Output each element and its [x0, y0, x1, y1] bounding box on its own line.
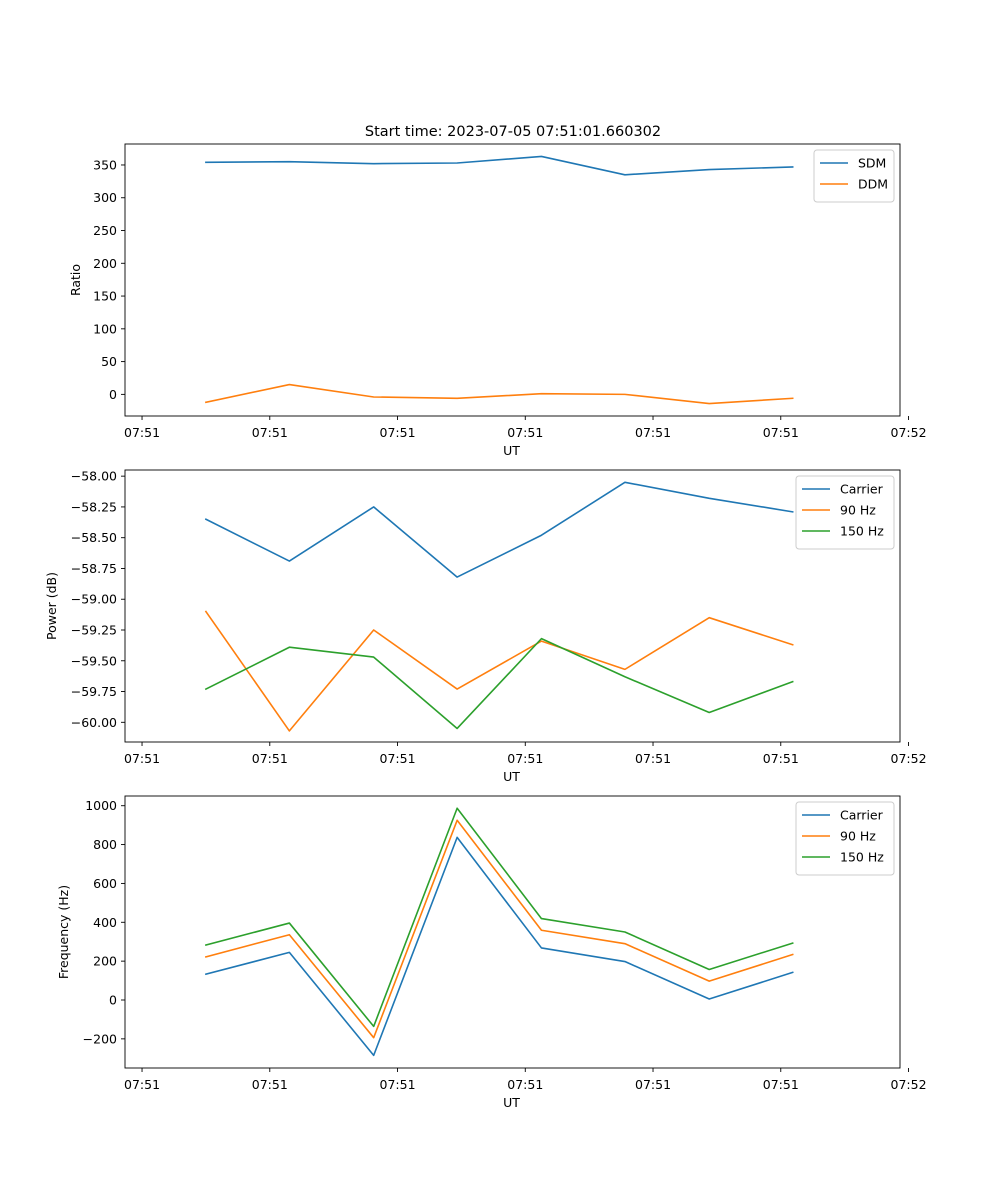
y-tick-label: 200	[93, 954, 117, 969]
y-tick-label: 800	[93, 837, 117, 852]
chart-panel-1: 07:51 07:51 07:51 07:51 07:51 07:51 07:52 0 50 10…	[68, 143, 927, 458]
y-tick-label: 200	[93, 256, 117, 271]
y-tick-label: −58.00	[71, 469, 117, 484]
x-tick-label: 07:51	[124, 1077, 160, 1092]
y-tick-label: 0	[109, 387, 117, 402]
y-axis-label: Frequency (Hz)	[56, 885, 71, 979]
x-tick-label: 07:51	[252, 425, 288, 440]
x-tick-label: 07:51	[507, 425, 543, 440]
x-tick-label: 07:51	[507, 751, 543, 766]
y-tick-label: −58.75	[71, 561, 117, 576]
y-axis-label: Power (dB)	[44, 572, 59, 640]
y-tick-label: 150	[93, 289, 117, 304]
x-axis-label: UT	[503, 443, 520, 458]
axes-frame	[124, 795, 901, 1069]
y-tick-label: 600	[93, 876, 117, 891]
x-tick-label: 07:51	[252, 751, 288, 766]
series-line-90-hz	[204, 819, 794, 1039]
legend-label: 150 Hz	[840, 524, 884, 539]
x-tick-label: 07:51	[380, 1077, 416, 1092]
axes-frame	[124, 143, 901, 417]
y-tick-label: 1000	[85, 798, 117, 813]
x-tick-label: 07:51	[124, 751, 160, 766]
y-tick-label: 0	[109, 993, 117, 1008]
x-tick-label: 07:51	[635, 751, 671, 766]
y-tick-label: −59.25	[71, 623, 117, 638]
y-tick-label: −59.50	[71, 653, 117, 668]
x-tick-label: 07:51	[635, 1077, 671, 1092]
legend-label: 90 Hz	[840, 503, 876, 518]
axes-frame	[124, 469, 901, 743]
legend-label: Carrier	[840, 808, 884, 823]
y-tick-label: −200	[83, 1031, 117, 1046]
y-tick-label: −60.00	[71, 715, 117, 730]
y-tick-label: 250	[93, 223, 117, 238]
y-tick-label: −59.75	[71, 684, 117, 699]
legend-label: 150 Hz	[840, 850, 884, 865]
x-axis-label: UT	[503, 769, 520, 784]
x-tick-label: 07:51	[507, 1077, 543, 1092]
series-line-carrier	[204, 481, 794, 578]
series-line-ddm	[204, 383, 794, 405]
x-tick-label: 07:52	[891, 1077, 927, 1092]
chart-panel-2: 07:51 07:51 07:51 07:51 07:51 07:51 07:52 −60.0…	[44, 469, 927, 784]
series-line-sdm	[205, 155, 794, 176]
series-line-carrier	[204, 836, 794, 1057]
y-tick-label: 350	[93, 157, 117, 172]
x-tick-label: 07:51	[635, 425, 671, 440]
x-tick-label: 07:52	[891, 425, 927, 440]
legend-label: 90 Hz	[840, 829, 876, 844]
chart-panels: 07:51 07:51 07:51 07:51 07:51 07:51 07:52 0 50 10…	[44, 143, 927, 1110]
x-tick-label: 07:51	[380, 425, 416, 440]
chart-panel-3: 07:51 07:51 07:51 07:51 07:51 07:51 07:52 −200 0…	[56, 795, 927, 1110]
x-axis-label: UT	[503, 1095, 520, 1110]
x-tick-label: 07:51	[763, 1077, 799, 1092]
y-axis-label: Ratio	[68, 264, 83, 296]
y-tick-label: 100	[93, 321, 117, 336]
y-tick-label: −58.50	[71, 530, 117, 545]
x-tick-label: 07:51	[763, 425, 799, 440]
x-tick-label: 07:51	[124, 425, 160, 440]
x-tick-label: 07:51	[763, 751, 799, 766]
series-line-150-hz	[204, 637, 794, 730]
x-tick-label: 07:51	[380, 751, 416, 766]
legend-label: Carrier	[840, 482, 884, 497]
x-tick-label: 07:51	[252, 1077, 288, 1092]
series-line-90-hz	[204, 610, 794, 732]
series-line-150-hz	[204, 807, 794, 1028]
y-tick-label: 50	[101, 354, 117, 369]
y-tick-label: 400	[93, 915, 117, 930]
legend-label: SDM	[858, 156, 886, 171]
legend-label: DDM	[858, 177, 888, 192]
y-tick-label: 300	[93, 190, 117, 205]
y-tick-label: −58.25	[71, 499, 117, 514]
y-tick-label: −59.00	[71, 592, 117, 607]
x-tick-label: 07:52	[891, 751, 927, 766]
figure-title: Start time: 2023-07-05 07:51:01.660302	[365, 124, 661, 140]
